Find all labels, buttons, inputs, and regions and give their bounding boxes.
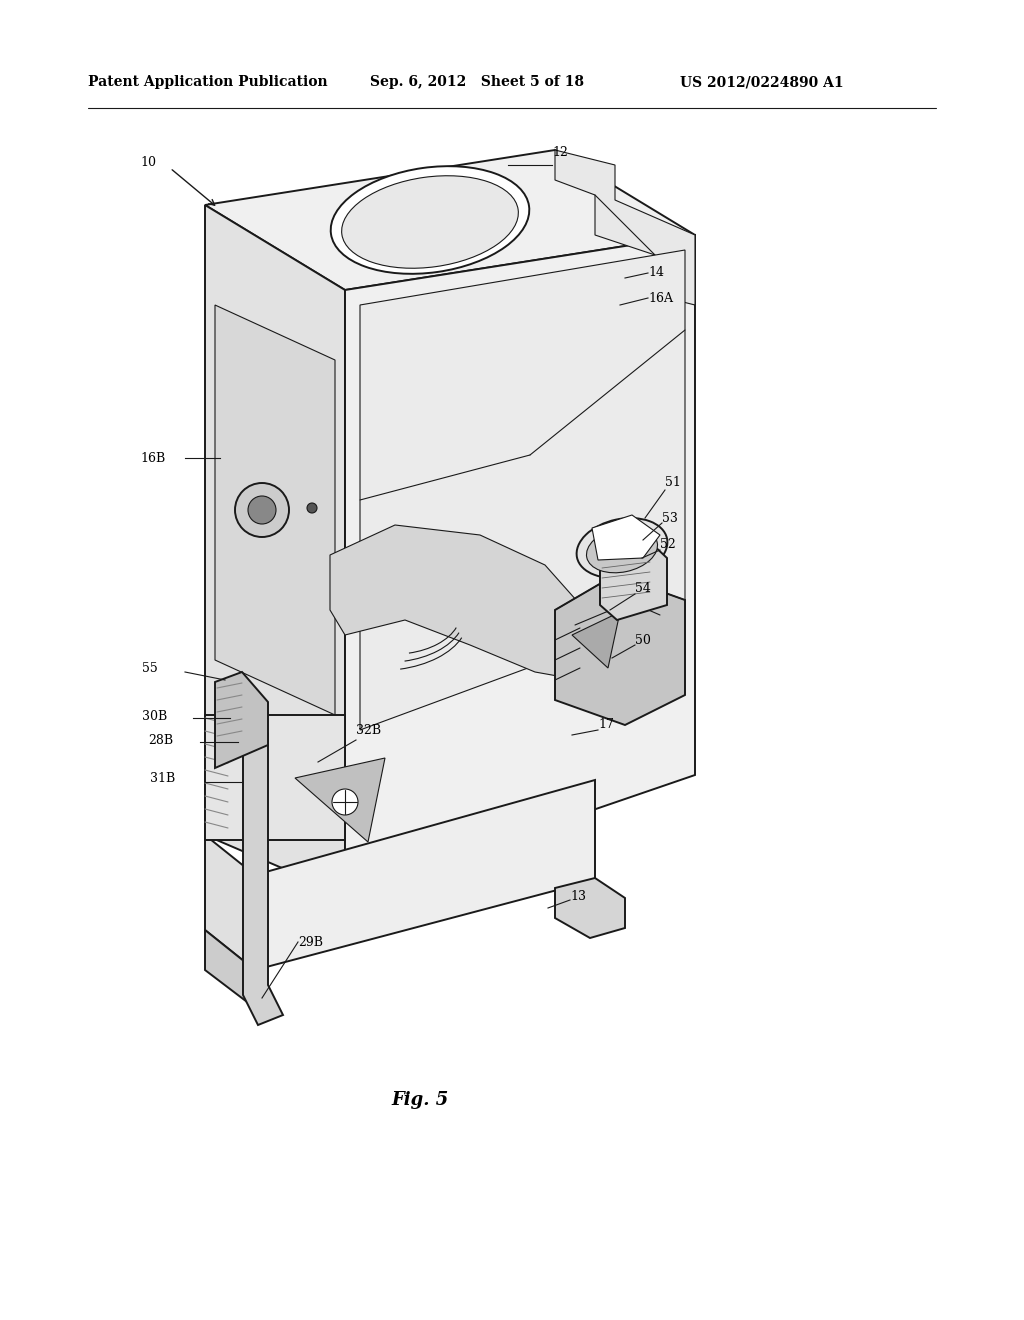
Polygon shape	[600, 543, 667, 620]
Polygon shape	[215, 305, 335, 715]
Text: 17: 17	[598, 718, 613, 731]
Polygon shape	[255, 780, 595, 970]
Text: 52: 52	[660, 539, 676, 552]
Polygon shape	[345, 235, 695, 895]
Ellipse shape	[587, 527, 657, 573]
Polygon shape	[205, 150, 695, 290]
Polygon shape	[205, 931, 255, 1008]
Polygon shape	[295, 758, 385, 842]
Polygon shape	[555, 878, 625, 939]
Text: 16B: 16B	[140, 451, 165, 465]
Circle shape	[307, 503, 317, 513]
Polygon shape	[330, 525, 595, 680]
Polygon shape	[243, 734, 283, 1026]
Text: 55: 55	[142, 661, 158, 675]
Text: Sep. 6, 2012   Sheet 5 of 18: Sep. 6, 2012 Sheet 5 of 18	[370, 75, 584, 88]
Polygon shape	[555, 576, 685, 725]
Polygon shape	[592, 515, 660, 560]
Text: US 2012/0224890 A1: US 2012/0224890 A1	[680, 75, 844, 88]
Polygon shape	[360, 249, 685, 730]
Circle shape	[248, 496, 276, 524]
Text: 29B: 29B	[298, 936, 323, 949]
Text: 31B: 31B	[150, 771, 175, 784]
Text: 54: 54	[635, 582, 651, 594]
Ellipse shape	[342, 176, 518, 268]
Text: Patent Application Publication: Patent Application Publication	[88, 75, 328, 88]
Text: 16A: 16A	[648, 292, 673, 305]
Text: 51: 51	[665, 477, 681, 490]
Ellipse shape	[331, 166, 529, 273]
Ellipse shape	[577, 517, 668, 578]
Polygon shape	[215, 672, 268, 768]
Text: 50: 50	[635, 634, 651, 647]
Text: 32B: 32B	[356, 723, 381, 737]
Text: 12: 12	[552, 145, 568, 158]
Polygon shape	[205, 715, 345, 840]
Text: Fig. 5: Fig. 5	[391, 1092, 449, 1109]
Polygon shape	[205, 836, 255, 970]
Text: 30B: 30B	[142, 710, 167, 722]
Polygon shape	[555, 150, 695, 305]
Circle shape	[332, 789, 358, 814]
Text: 14: 14	[648, 267, 664, 280]
Circle shape	[234, 483, 289, 537]
Text: 28B: 28B	[148, 734, 173, 747]
Polygon shape	[572, 612, 620, 668]
Text: 53: 53	[662, 511, 678, 524]
Text: 10: 10	[140, 156, 156, 169]
Text: 13: 13	[570, 890, 586, 903]
Polygon shape	[205, 205, 345, 895]
